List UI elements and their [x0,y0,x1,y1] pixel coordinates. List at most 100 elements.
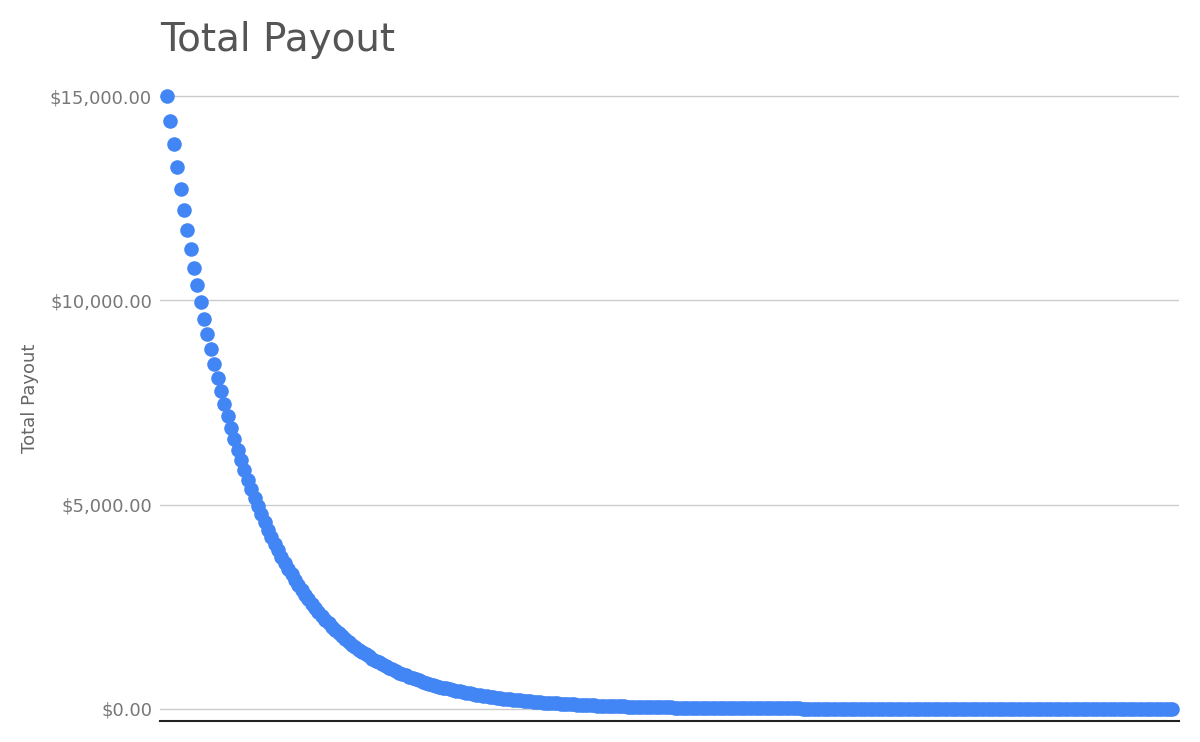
Point [463,688,482,700]
Point [1105,703,1124,715]
Point [786,703,805,715]
Point [1025,703,1044,715]
Point [256,516,275,528]
Point [1146,703,1165,715]
Point [292,584,311,596]
Point [760,703,779,715]
Point [491,692,510,704]
Point [316,614,335,626]
Point [1021,703,1040,715]
Point [648,701,667,713]
Point [1049,703,1068,715]
Point [420,677,439,689]
Point [965,703,984,715]
Point [646,701,665,713]
Point [968,703,988,715]
Point [1086,703,1105,715]
Point [1163,703,1182,715]
Point [446,685,466,697]
Point [1079,703,1098,715]
Point [584,700,604,712]
Point [1075,703,1094,715]
Point [460,688,479,700]
Point [857,703,876,715]
Point [766,703,785,715]
Point [568,699,587,711]
Point [480,691,499,703]
Point [383,663,402,675]
Point [780,703,799,715]
Point [178,224,197,236]
Point [470,689,490,701]
Point [874,703,893,715]
Point [820,703,839,715]
Point [948,703,967,715]
Point [400,671,419,683]
Point [349,643,368,655]
Point [198,329,217,341]
Point [157,91,176,102]
Point [689,702,708,714]
Point [706,702,725,714]
Point [571,699,590,711]
Point [1126,703,1145,715]
Point [564,698,583,710]
Point [379,662,398,674]
Point [698,702,718,714]
Point [668,702,688,714]
Point [1008,703,1027,715]
Point [1012,703,1031,715]
Point [476,690,496,702]
Point [1153,703,1172,715]
Point [978,703,997,715]
Point [228,444,247,456]
Point [1045,703,1064,715]
Point [403,672,422,684]
Point [608,700,628,712]
Point [390,666,409,678]
Point [554,698,574,710]
Point [944,703,964,715]
Point [538,697,557,709]
Point [541,697,560,709]
Point [1019,703,1038,715]
Point [618,700,637,712]
Point [168,161,187,173]
Point [713,702,732,714]
Point [527,696,546,708]
Point [366,654,385,666]
Point [484,692,503,703]
Point [497,693,516,705]
Point [911,703,930,715]
Point [312,610,331,622]
Point [245,492,264,504]
Point [833,703,852,715]
Point [517,695,536,707]
Point [702,702,721,714]
Point [359,651,378,663]
Point [450,686,469,697]
Point [1038,703,1057,715]
Point [1112,703,1132,715]
Point [437,683,456,695]
Point [894,703,913,715]
Point [682,702,701,714]
Point [588,700,607,712]
Point [252,508,271,520]
Point [995,703,1014,715]
Point [340,636,359,648]
Point [1058,703,1078,715]
Point [961,703,980,715]
Point [426,680,445,692]
Point [1159,703,1178,715]
Point [302,598,322,610]
Point [881,703,900,715]
Point [638,701,658,713]
Point [218,410,238,422]
Point [329,627,348,639]
Point [937,703,956,715]
Point [224,433,244,445]
Point [844,703,863,715]
Point [547,697,566,709]
Point [592,700,611,712]
